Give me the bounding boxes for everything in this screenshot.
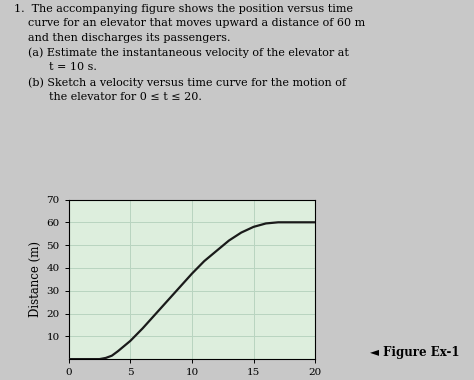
Y-axis label: Distance (m): Distance (m) [29,241,42,317]
Text: ◄ Figure Ex-1: ◄ Figure Ex-1 [370,346,459,359]
Text: 1.  The accompanying figure shows the position versus time
    curve for an elev: 1. The accompanying figure shows the pos… [14,4,365,102]
